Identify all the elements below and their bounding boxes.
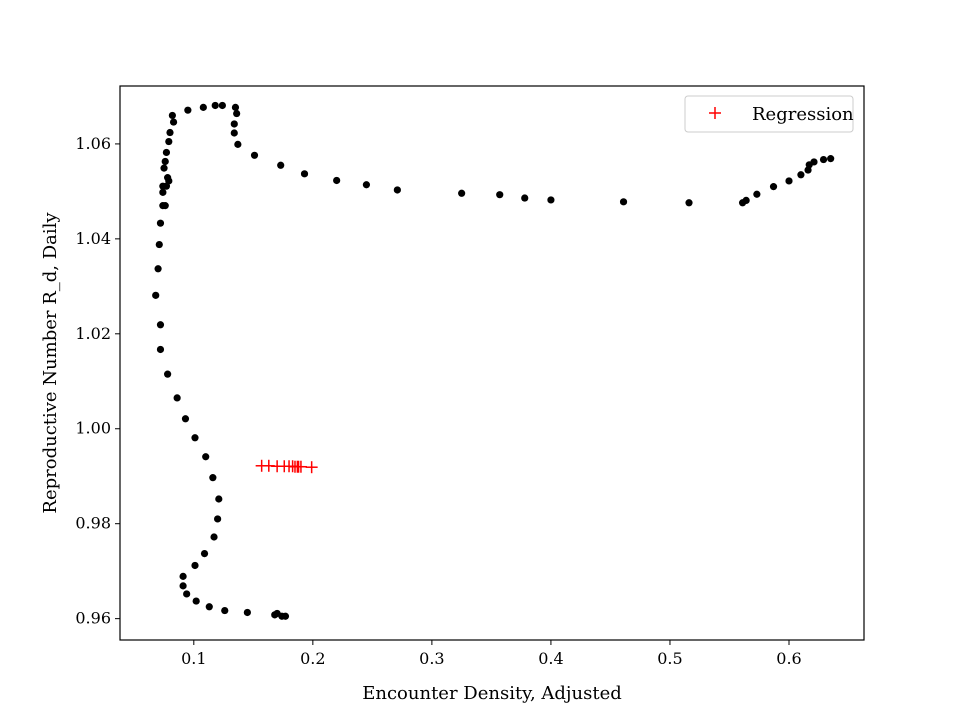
x-tick-label: 0.4: [538, 649, 563, 668]
data-point: [333, 176, 341, 185]
legend-plus-icon: [709, 107, 721, 119]
data-point: [156, 345, 165, 354]
y-tick-label: 1.00: [75, 419, 111, 438]
x-axis-label: Encounter Density, Adjusted: [362, 683, 622, 704]
data-point: [233, 109, 241, 118]
data-point: [205, 603, 213, 611]
data-point: [191, 434, 199, 442]
data-point: [827, 155, 835, 163]
data-point: [179, 572, 187, 580]
data-point: [156, 219, 165, 227]
data-point: [209, 474, 217, 482]
data-point: [547, 196, 555, 204]
y-axis-label: Reproductive Number R_d, Daily: [40, 212, 61, 514]
y-tick-label: 1.02: [75, 324, 111, 343]
data-point: [162, 148, 171, 157]
data-point: [166, 128, 174, 137]
data-point: [162, 182, 171, 190]
data-point: [277, 161, 285, 169]
data-point: [152, 291, 160, 299]
legend: Regression: [684, 95, 854, 133]
data-point: [169, 118, 178, 126]
data-point: [218, 101, 226, 110]
data-point: [191, 561, 199, 570]
data-point: [156, 321, 165, 329]
x-tick-label: 0.2: [300, 649, 325, 668]
x-tick-label: 0.5: [657, 649, 682, 668]
x-tick-label: 0.6: [776, 649, 801, 668]
legend-box: [684, 95, 854, 133]
data-point: [753, 190, 761, 198]
data-point: [281, 612, 290, 620]
data-point: [154, 265, 162, 273]
data-point: [819, 155, 828, 164]
data-point: [179, 582, 187, 590]
y-tick-label: 1.06: [75, 134, 111, 153]
data-point: [160, 164, 168, 172]
data-point: [215, 495, 223, 503]
data-point: [362, 181, 371, 189]
data-point: [785, 177, 793, 185]
legend-marker-regression: [709, 107, 721, 119]
data-point: [458, 189, 466, 197]
data-point: [183, 590, 191, 598]
data-point: [769, 183, 778, 191]
y-axis: 0.96 0.98 1.00 1.02 1.04 1.06: [75, 134, 120, 628]
x-tick-label: 0.3: [419, 649, 444, 668]
data-point: [199, 103, 207, 111]
data-point: [300, 170, 309, 178]
data-point: [521, 194, 529, 202]
data-point: [181, 415, 190, 423]
data-point: [231, 103, 240, 111]
data-point: [271, 611, 279, 619]
data-point: [243, 608, 251, 617]
data-point: [155, 240, 163, 249]
data-point: [168, 111, 176, 120]
data-point: [742, 196, 750, 205]
plot-area-frame: [119, 85, 865, 641]
data-point: [165, 137, 173, 146]
data-point: [221, 606, 229, 615]
data-point: [810, 158, 818, 166]
y-tick-label: 0.96: [75, 609, 111, 628]
legend-label-regression: Regression: [752, 104, 854, 125]
data-point: [200, 550, 209, 558]
y-tick-label: 0.98: [75, 514, 111, 533]
regression-point: [305, 461, 318, 474]
data-point: [210, 533, 218, 541]
data-point: [234, 140, 242, 148]
data-point: [159, 188, 167, 196]
data-point: [619, 198, 628, 206]
regression-point: [294, 460, 307, 473]
data-point: [164, 370, 172, 378]
data-point: [230, 120, 238, 128]
data-point: [496, 191, 504, 199]
data-point: [192, 597, 200, 605]
y-tick-label: 1.04: [75, 229, 111, 248]
data-point: [211, 101, 219, 110]
x-tick-label: 0.1: [181, 649, 206, 668]
data-point: [214, 515, 222, 523]
data-point: [230, 129, 238, 137]
data-point: [250, 151, 259, 159]
data-point: [184, 106, 192, 114]
data-point: [164, 174, 172, 182]
plot-marks: [152, 101, 835, 620]
data-point: [393, 186, 401, 194]
data-point: [161, 157, 169, 166]
data-point: [161, 202, 169, 210]
data-point: [797, 171, 805, 179]
x-axis: 0.1 0.2 0.3 0.4 0.5 0.6: [181, 640, 802, 668]
data-point: [685, 199, 693, 207]
data-point: [173, 394, 181, 402]
data-point: [202, 453, 210, 461]
